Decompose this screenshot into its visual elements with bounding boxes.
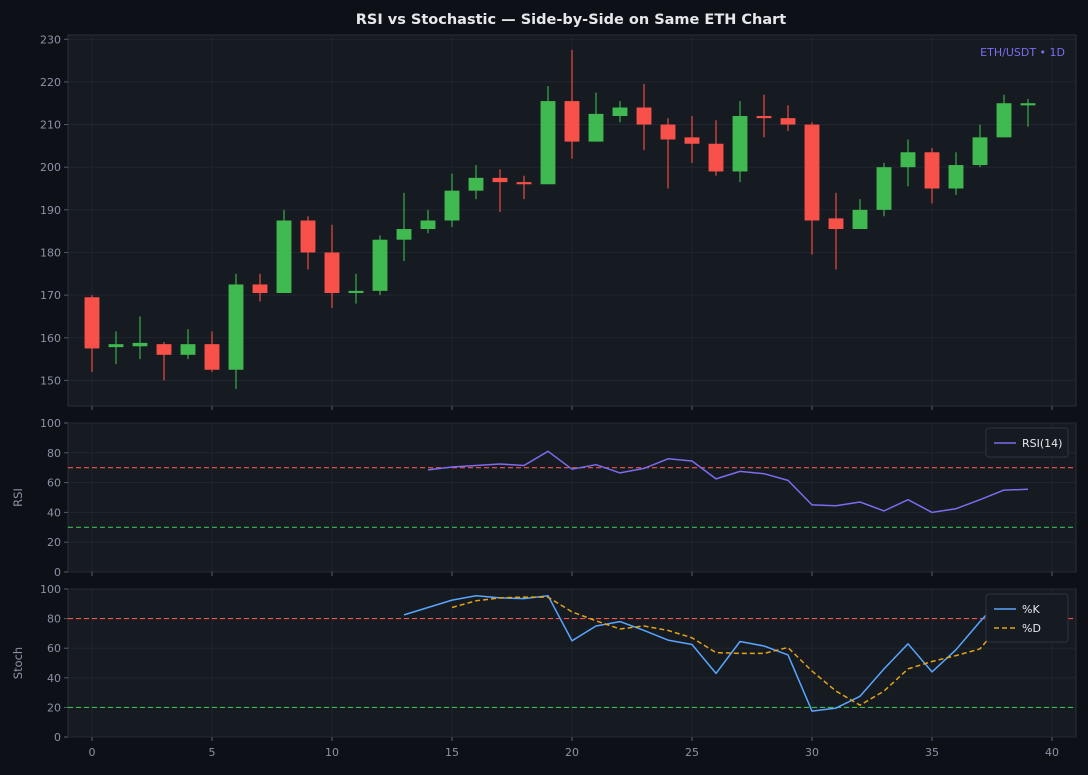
candle-body-down	[324, 252, 340, 293]
y-tick-label: 60	[47, 477, 61, 490]
x-tick-label: 25	[685, 746, 699, 759]
x-tick-label: 30	[805, 746, 819, 759]
y-tick-label: 80	[47, 613, 61, 626]
x-tick-label: 10	[325, 746, 339, 759]
legend: RSI(14)	[985, 427, 1069, 458]
rsi-panel: 0 20 40 60 80 100 RSI RSI(14)	[11, 417, 1077, 579]
y-tick-label: 20	[47, 536, 61, 549]
price-panel: 150 160 170 180 190 200 210 220 230 ETH/USDT • 1D	[40, 33, 1077, 410]
candle-body-up	[444, 190, 460, 221]
candle-body-up	[588, 113, 604, 142]
candle-body-up	[108, 344, 124, 348]
candle-body-up	[732, 116, 748, 172]
candle-body-down	[924, 152, 940, 189]
x-tick-label: 15	[445, 746, 459, 759]
y-tick-label: 0	[54, 566, 61, 579]
candle-body-up	[276, 220, 292, 293]
x-tick-label: 0	[89, 746, 96, 759]
y-tick-label: 230	[40, 33, 61, 46]
legend-label: %D	[1022, 622, 1041, 635]
candle-body-down	[252, 284, 268, 293]
candle-body-up	[972, 137, 988, 166]
x-tick-label: 20	[565, 746, 579, 759]
x-tick-label: 35	[925, 746, 939, 759]
series-line-rsi-14-	[427, 450, 1029, 514]
y-tick-label: 150	[40, 374, 61, 387]
candle-body-up	[372, 239, 388, 291]
candle-body-up	[468, 177, 484, 191]
y-tick-label: 190	[40, 204, 61, 217]
y-tick-label: 40	[47, 506, 61, 519]
candle-body-up	[948, 165, 964, 189]
candle-body-up	[1020, 103, 1036, 106]
candle-body-down	[636, 107, 652, 125]
candle-body-down	[660, 124, 676, 140]
stochastic-panel: 0 20 40 60 80 100 0 5 10 15 20 25 30 35 40 Stoch %K %D	[11, 583, 1077, 759]
candle-body-down	[684, 137, 700, 144]
candle-body-up	[396, 229, 412, 240]
x-tick-label: 40	[1045, 746, 1059, 759]
candle-body-down	[804, 124, 820, 221]
candle-body-down	[492, 177, 508, 183]
legend-box	[985, 427, 1069, 458]
candle-body-down	[780, 118, 796, 125]
y-tick-label: 220	[40, 76, 61, 89]
candle-body-up	[996, 103, 1012, 138]
candle-body-down	[516, 182, 532, 185]
candle-body-up	[132, 342, 148, 347]
y-tick-label: 210	[40, 119, 61, 132]
legend-label: %K	[1022, 603, 1040, 616]
pair-timeframe-label: ETH/USDT • 1D	[980, 46, 1065, 59]
legend-label: RSI(14)	[1022, 437, 1062, 450]
candle-body-up	[876, 167, 892, 210]
y-tick-label: 100	[40, 417, 61, 430]
y-tick-label: 40	[47, 672, 61, 685]
series-line--d	[451, 596, 1029, 706]
y-tick-label: 20	[47, 701, 61, 714]
candle-body-up	[612, 107, 628, 117]
y-tick-label: 80	[47, 447, 61, 460]
candle-body-up	[540, 101, 556, 185]
y-tick-label: 160	[40, 332, 61, 345]
y-tick-label: 100	[40, 583, 61, 596]
y-axis-label: Stoch	[11, 647, 25, 679]
candle-body-down	[156, 344, 172, 355]
y-tick-label: 200	[40, 161, 61, 174]
candle-body-down	[204, 344, 220, 370]
y-axis-label: RSI	[11, 488, 25, 507]
candle-body-up	[180, 344, 196, 355]
candle-body-down	[708, 143, 724, 172]
x-tick-label: 5	[209, 746, 216, 759]
candle-body-up	[900, 152, 916, 168]
candle-body-up	[420, 220, 436, 230]
y-tick-label: 60	[47, 642, 61, 655]
candle-body-up	[348, 290, 364, 293]
candle-body-down	[564, 101, 580, 142]
candle-body-down	[828, 218, 844, 230]
legend: %K %D	[985, 593, 1069, 643]
y-tick-label: 0	[54, 731, 61, 744]
legend-box	[985, 593, 1069, 643]
candle-body-down	[300, 220, 316, 253]
chart-title: RSI vs Stochastic — Side-by-Side on Same…	[356, 12, 787, 28]
y-tick-label: 180	[40, 246, 61, 259]
y-tick-label: 170	[40, 289, 61, 302]
candle-body-down	[84, 297, 100, 349]
candle-body-down	[756, 116, 772, 119]
candle-body-up	[852, 209, 868, 230]
candle-body-up	[228, 284, 244, 370]
